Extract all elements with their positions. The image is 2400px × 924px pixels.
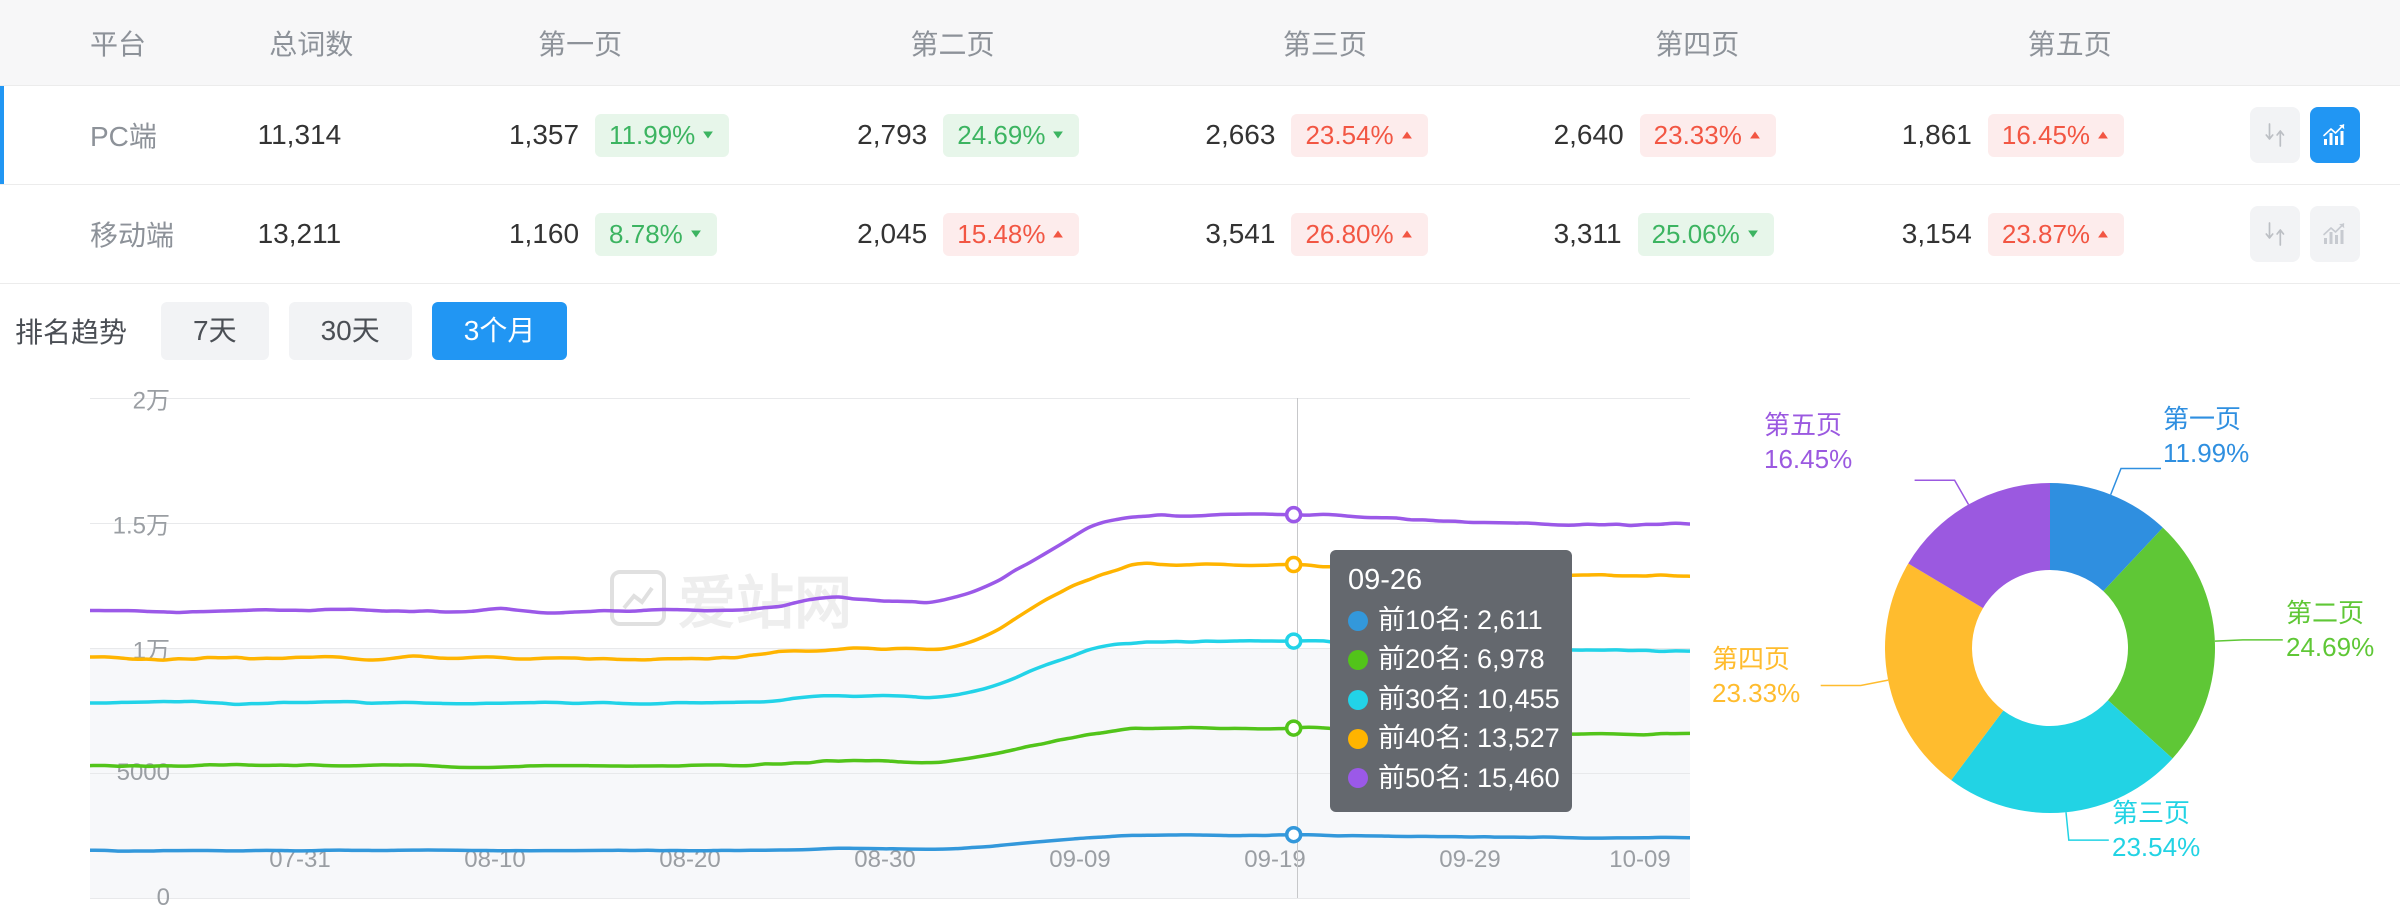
svg-text:第三页: 第三页 [2112,798,2190,828]
svg-text:11.99%: 11.99% [2163,438,2249,468]
svg-text:第二页: 第二页 [2286,598,2364,628]
svg-text:第四页: 第四页 [1712,644,1790,674]
svg-text:23.33%: 23.33% [1712,678,1800,708]
svg-text:16.45%: 16.45% [1764,444,1852,474]
svg-text:第五页: 第五页 [1764,410,1842,440]
svg-text:23.54%: 23.54% [2112,832,2200,862]
svg-text:24.69%: 24.69% [2286,632,2374,662]
svg-text:第一页: 第一页 [2163,404,2241,434]
